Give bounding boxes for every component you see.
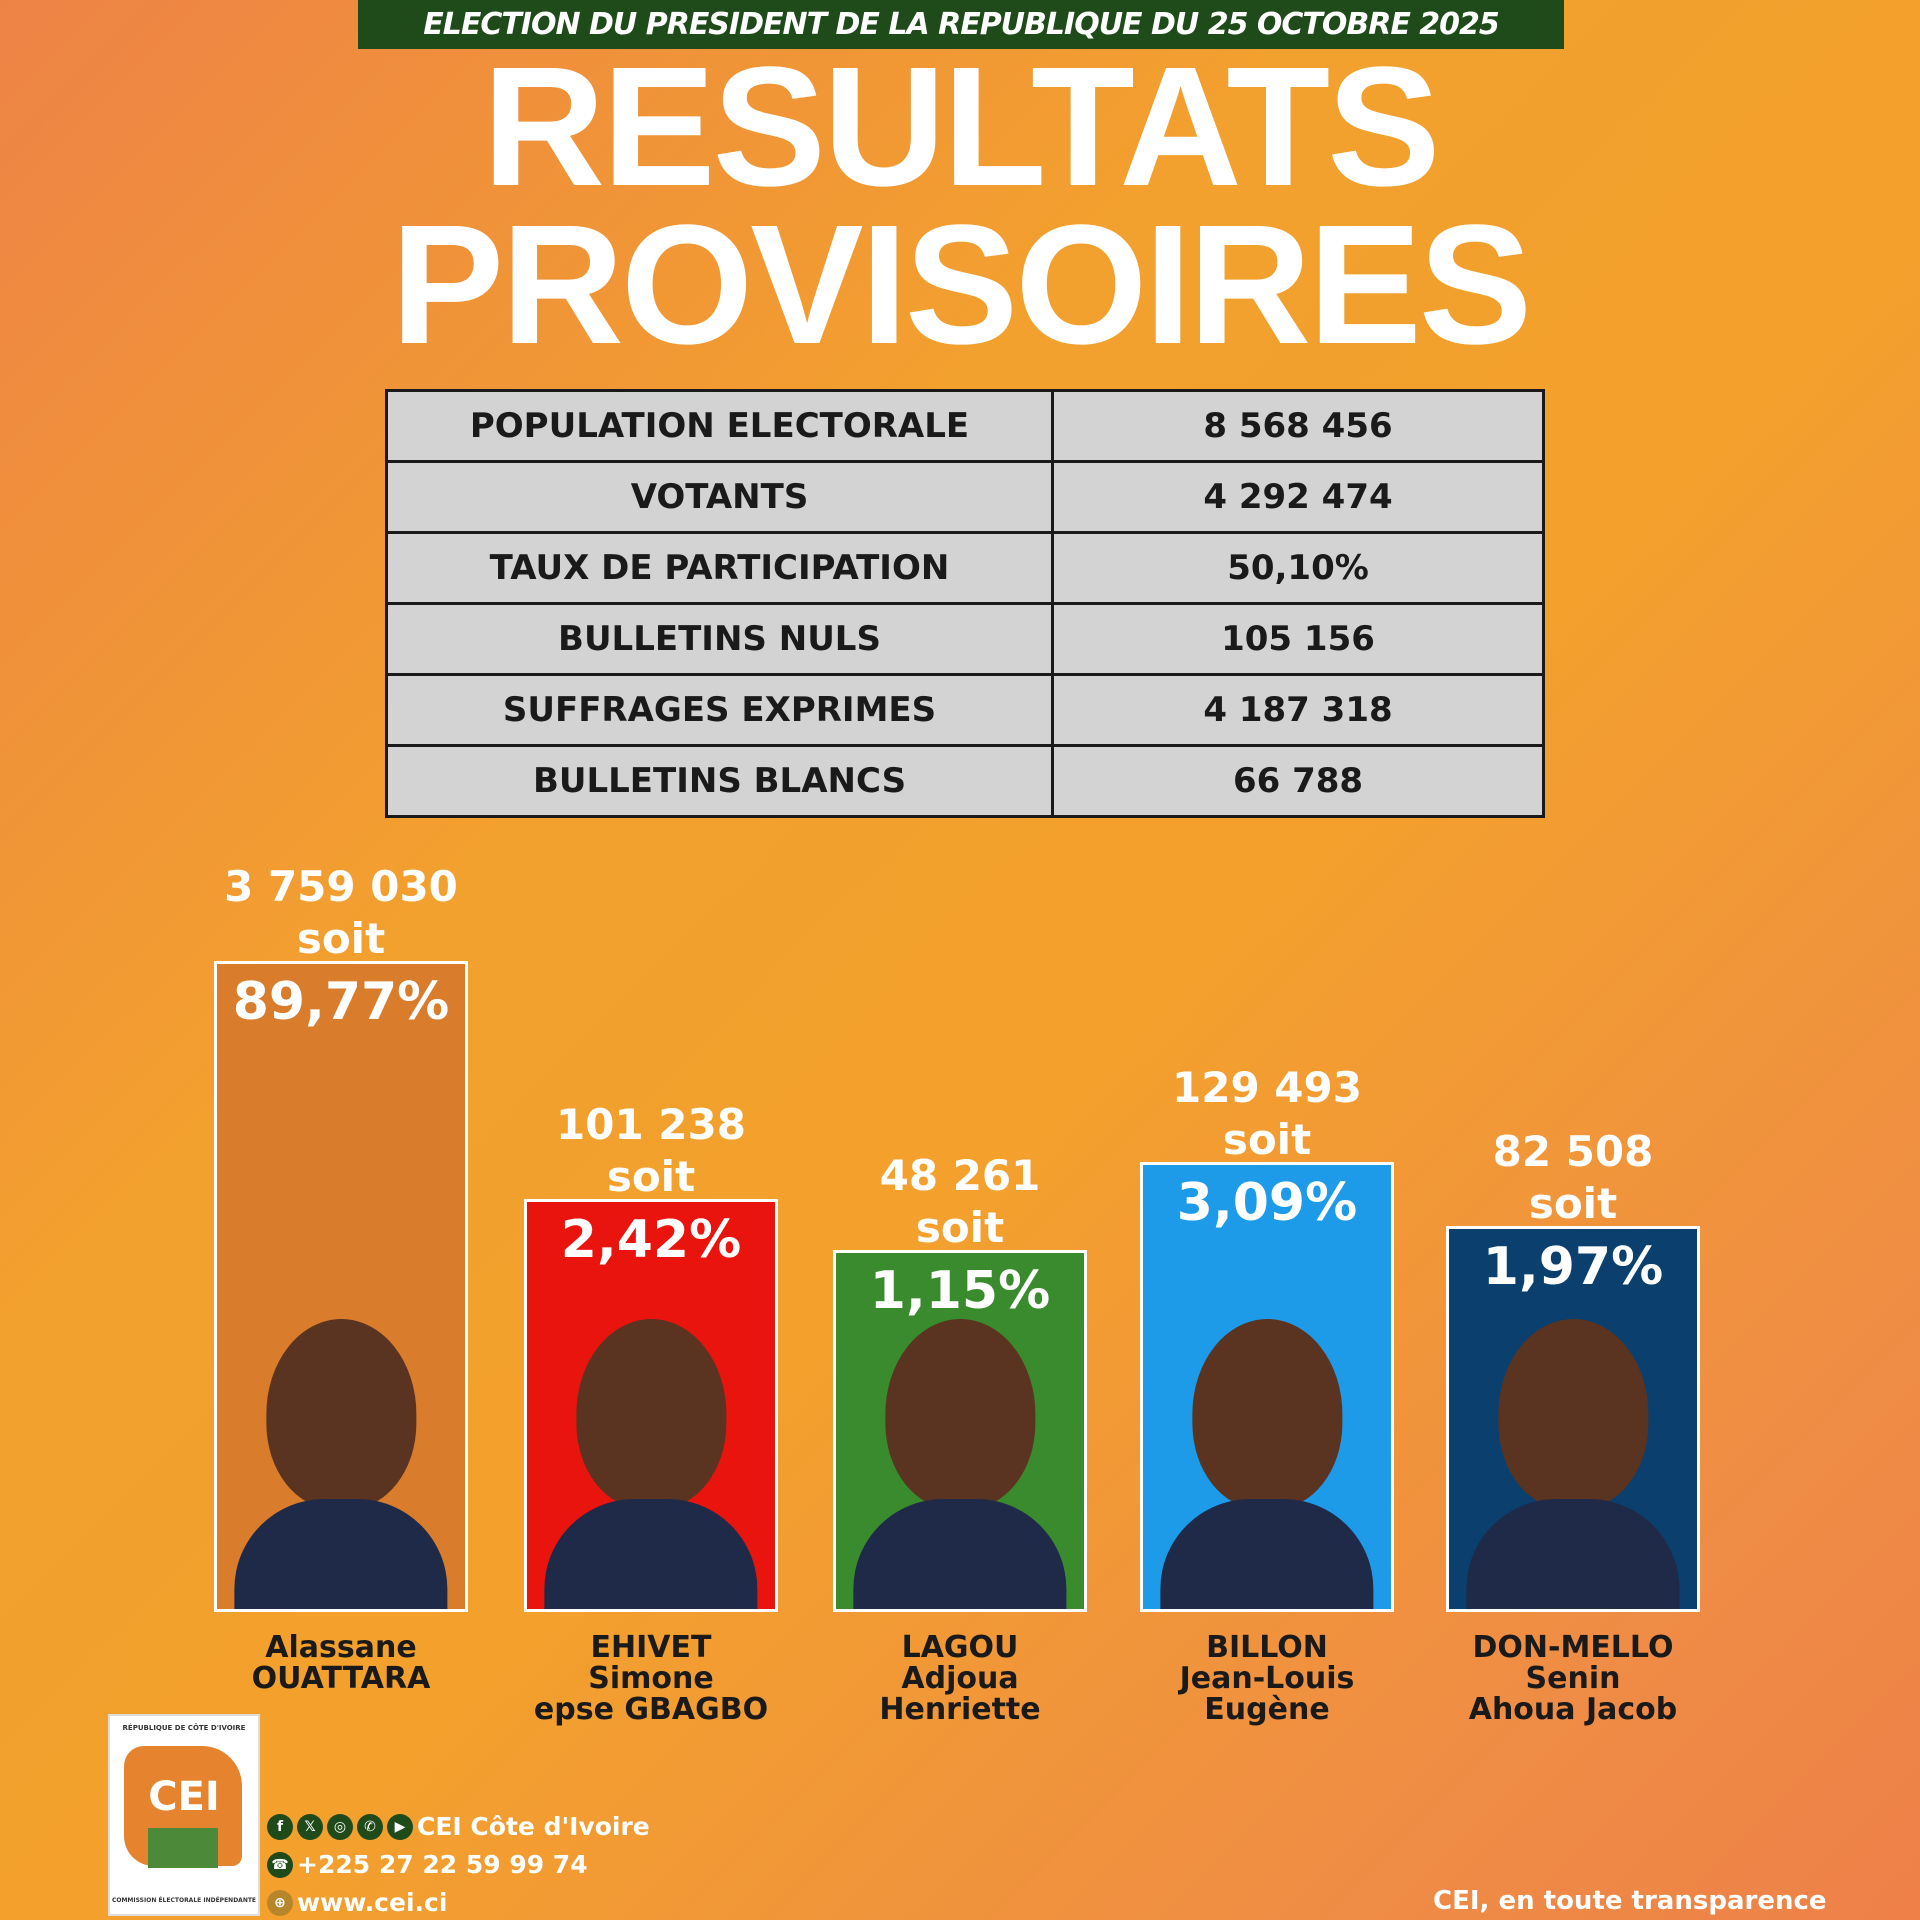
slogan: CEI, en toute transparence (1433, 1886, 1827, 1916)
name-line: Eugène (1204, 1692, 1330, 1727)
candidate-votes-block: 82 508 soit (1423, 1126, 1723, 1230)
candidate-percent: 3,09% (1176, 1173, 1358, 1233)
name-line: Henriette (879, 1692, 1041, 1727)
x-icon[interactable]: 𝕏 (297, 1813, 323, 1840)
name-line: Jean-Louis (1179, 1661, 1355, 1696)
candidate-votes-block: 101 238 soit (501, 1099, 801, 1203)
soit-label: soit (1222, 1115, 1312, 1164)
candidate-votes-block: 3 759 030 soit (191, 861, 491, 965)
logo-top-text: RÉPUBLIQUE DE CÔTE D'IVOIRE (122, 1724, 246, 1732)
candidate-percent: 2,42% (560, 1210, 742, 1270)
phone-number: +225 27 22 59 99 74 (297, 1850, 588, 1879)
name-line: Alassane (265, 1630, 417, 1665)
candidate-votes: 48 261 (879, 1151, 1041, 1200)
title-provisoires: PROVISOIRES (390, 190, 1532, 380)
stat-label: SUFFRAGES EXPRIMES (385, 673, 1054, 747)
candidate-photo (544, 1319, 758, 1609)
name-line: OUATTARA (251, 1661, 431, 1696)
candidate-votes: 82 508 (1492, 1127, 1654, 1176)
candidate-bar: 1,15% (833, 1250, 1087, 1612)
candidate-votes: 129 493 (1172, 1063, 1362, 1112)
stat-value: 50,10% (1051, 531, 1545, 605)
stat-value: 4 292 474 (1051, 460, 1545, 534)
candidate-name: Alassane OUATTARA (181, 1632, 501, 1694)
instagram-icon[interactable]: ◎ (327, 1813, 353, 1840)
stats-table: POPULATION ELECTORALE 8 568 456 VOTANTS 4 2… (385, 389, 1545, 818)
phone-icon: ☎ (267, 1851, 293, 1878)
stat-value: 8 568 456 (1051, 389, 1545, 463)
facebook-icon[interactable]: f (267, 1813, 293, 1840)
candidate-name: LAGOU Adjoua Henriette (800, 1632, 1120, 1725)
candidate-votes-block: 48 261 soit (810, 1150, 1110, 1254)
stat-value: 4 187 318 (1051, 673, 1545, 747)
stat-label: BULLETINS NULS (385, 602, 1054, 676)
candidate-photo (1466, 1319, 1680, 1609)
whatsapp-icon[interactable]: ✆ (357, 1813, 383, 1840)
name-line: epse GBAGBO (533, 1692, 769, 1727)
candidate-name: DON-MELLO Senin Ahoua Jacob (1413, 1632, 1733, 1725)
stats-row: BULLETINS BLANCS 66 788 (385, 744, 1545, 818)
candidate-photo (1160, 1319, 1374, 1609)
website-link[interactable]: www.cei.ci (297, 1888, 448, 1917)
stats-row: BULLETINS NULS 105 156 (385, 602, 1545, 676)
cei-logo: RÉPUBLIQUE DE CÔTE D'IVOIRE CEI COMMISSI… (108, 1714, 260, 1916)
stats-row: TAUX DE PARTICIPATION 50,10% (385, 531, 1545, 605)
candidate-bar: 1,97% (1446, 1226, 1700, 1612)
candidate-votes: 101 238 (556, 1100, 746, 1149)
name-line: Ahoua Jacob (1468, 1692, 1678, 1727)
stat-label: VOTANTS (385, 460, 1054, 534)
candidate-name: EHIVET Simone epse GBAGBO (491, 1632, 811, 1725)
candidate-votes: 3 759 030 (224, 862, 458, 911)
stat-value: 66 788 (1051, 744, 1545, 818)
phone-line: ☎ +225 27 22 59 99 74 (267, 1850, 588, 1879)
name-line: BILLON (1206, 1630, 1328, 1665)
logo-bottom-text: COMMISSION ÉLECTORALE INDÉPENDANTE (111, 1897, 257, 1904)
candidate-percent: 89,77% (232, 972, 450, 1032)
candidate-bar: 3,09% (1140, 1162, 1394, 1612)
election-banner: ELECTION DU PRESIDENT DE LA REPUBLIQUE D… (358, 0, 1564, 49)
soit-label: soit (606, 1152, 696, 1201)
name-line: LAGOU (901, 1630, 1019, 1665)
candidate-photo (853, 1319, 1067, 1609)
candidate-percent: 1,97% (1482, 1237, 1664, 1297)
name-line: Simone (588, 1661, 714, 1696)
stats-row: VOTANTS 4 292 474 (385, 460, 1545, 534)
name-line: Senin (1525, 1661, 1621, 1696)
candidate-name: BILLON Jean-Louis Eugène (1107, 1632, 1427, 1725)
candidate-percent: 1,15% (869, 1261, 1051, 1321)
candidate-votes-block: 129 493 soit (1117, 1062, 1417, 1166)
website-line: ⊕ www.cei.ci (267, 1888, 447, 1917)
stats-row: SUFFRAGES EXPRIMES 4 187 318 (385, 673, 1545, 747)
name-line: Adjoua (901, 1661, 1019, 1696)
stat-value: 105 156 (1051, 602, 1545, 676)
candidate-photo (234, 1319, 448, 1609)
stat-label: POPULATION ELECTORALE (385, 389, 1054, 463)
logo-cei-text: CEI (148, 1774, 220, 1820)
social-line: f 𝕏 ◎ ✆ ▶ CEI Côte d'Ivoire (267, 1812, 650, 1841)
social-handle: CEI Côte d'Ivoire (417, 1812, 650, 1841)
soit-label: soit (1528, 1179, 1618, 1228)
globe-icon: ⊕ (267, 1889, 293, 1916)
soit-label: soit (915, 1203, 1005, 1252)
youtube-icon[interactable]: ▶ (387, 1813, 413, 1840)
stats-row: POPULATION ELECTORALE 8 568 456 (385, 389, 1545, 463)
name-line: EHIVET (590, 1630, 712, 1665)
soit-label: soit (296, 914, 386, 963)
title-resultats: RESULTATS (482, 32, 1440, 222)
name-line: DON-MELLO (1472, 1630, 1674, 1665)
stat-label: BULLETINS BLANCS (385, 744, 1054, 818)
stat-label: TAUX DE PARTICIPATION (385, 531, 1054, 605)
candidate-bar: 2,42% (524, 1199, 778, 1612)
candidate-bar: 89,77% (214, 961, 468, 1612)
